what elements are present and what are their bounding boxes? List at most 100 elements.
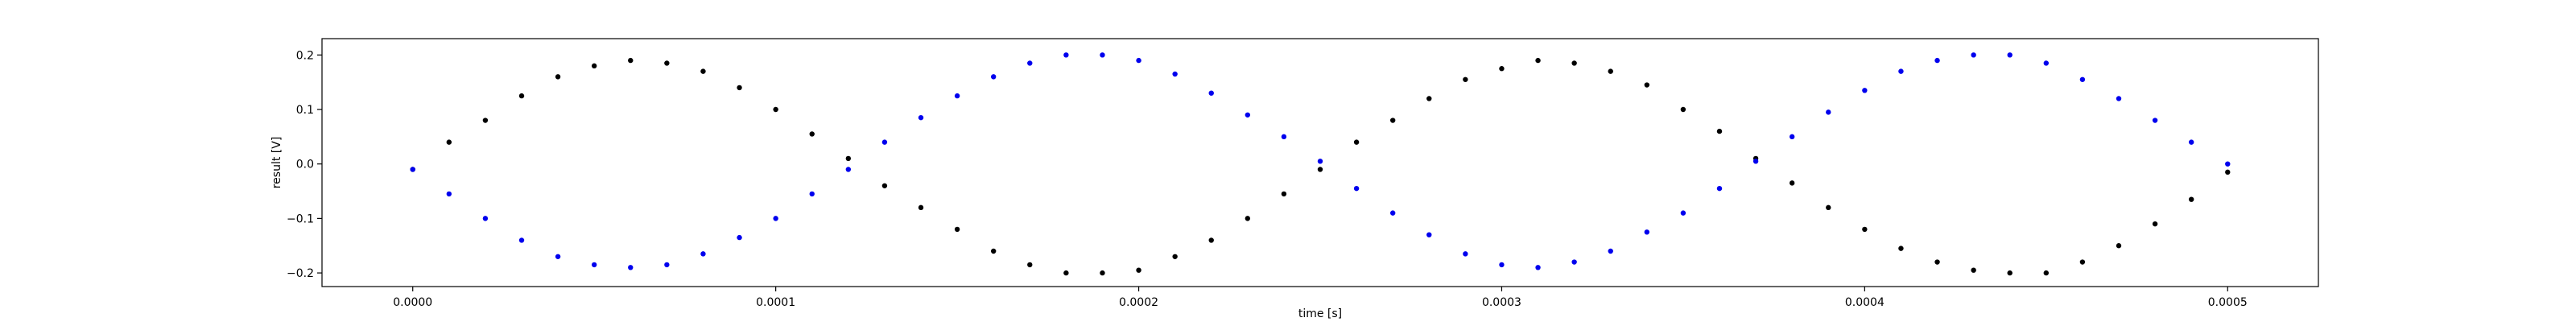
data-point [1571, 259, 1577, 265]
data-point [1716, 185, 1723, 192]
data-point [1245, 112, 1251, 118]
x-tick-label: 0.0002 [1119, 296, 1158, 309]
data-point [1208, 237, 1214, 243]
data-point [410, 167, 415, 172]
data-point [1752, 159, 1759, 164]
plot-area [410, 52, 2231, 276]
data-point [1499, 66, 1505, 72]
data-point [2007, 52, 2013, 58]
data-point [1680, 106, 1686, 113]
data-point [2188, 196, 2194, 202]
x-tick-label: 0.0000 [393, 296, 432, 309]
data-point [1826, 109, 1831, 115]
data-point [700, 68, 706, 74]
x-tick-label: 0.0004 [1845, 296, 1885, 309]
data-point [2188, 139, 2194, 145]
data-point [1172, 71, 1178, 77]
data-point [1426, 96, 1432, 101]
data-point [1281, 191, 1287, 197]
data-point [1426, 232, 1432, 237]
data-point [1208, 90, 1214, 96]
data-point [1680, 210, 1686, 216]
data-point [881, 183, 888, 188]
plot-frame [321, 38, 2319, 287]
y-tick-label: 0.2 [296, 49, 314, 62]
data-point [1317, 167, 1323, 172]
data-point [2225, 169, 2231, 175]
data-point [1100, 52, 1105, 58]
data-point [990, 248, 997, 254]
data-point [954, 226, 960, 233]
data-point [1971, 267, 1976, 273]
data-point [1971, 52, 1976, 58]
data-point [2079, 259, 2086, 265]
data-point [518, 237, 525, 243]
data-point [737, 234, 742, 241]
data-point [1608, 68, 1613, 74]
data-point [1499, 262, 1505, 268]
data-point [990, 74, 997, 80]
data-point [1826, 204, 1831, 211]
data-point [1789, 134, 1795, 140]
data-point [628, 57, 634, 64]
data-point [555, 254, 561, 259]
data-point [1027, 60, 1033, 66]
data-point [628, 265, 634, 270]
data-point [1934, 57, 1940, 64]
data-point [918, 204, 924, 211]
data-point [1535, 57, 1541, 64]
y-tick-label: 0.1 [296, 104, 314, 117]
data-point [1389, 210, 1396, 216]
data-point [591, 262, 597, 268]
y-tick-label: −0.1 [287, 213, 314, 225]
data-point [1898, 246, 1904, 251]
data-point [1644, 229, 1650, 235]
data-point [1172, 254, 1178, 259]
data-point [1136, 57, 1141, 64]
data-point [881, 139, 888, 145]
data-point [1136, 267, 1141, 273]
data-point [954, 93, 960, 99]
data-point [1063, 270, 1069, 276]
y-tick-label: −0.2 [287, 267, 314, 280]
data-point [2079, 76, 2086, 82]
data-point [737, 85, 742, 91]
data-point [773, 216, 778, 221]
data-point [1463, 76, 1468, 82]
y-axis-label: result [V] [270, 137, 283, 189]
data-point [845, 155, 852, 162]
data-point [1353, 139, 1360, 145]
data-point [2152, 221, 2158, 227]
data-point [700, 251, 706, 257]
data-point [2116, 96, 2122, 101]
data-point [555, 74, 561, 80]
data-point [809, 131, 815, 137]
data-point [518, 93, 525, 99]
data-point [1100, 270, 1105, 276]
data-point [1934, 259, 1940, 265]
data-point [1027, 262, 1033, 268]
data-point [845, 167, 852, 172]
ticks: 0.0000 0.0001 0.0002 0.0003 0.0004 0.0005 −0.2… [287, 49, 2248, 309]
x-axis-label: time [s] [1298, 307, 1342, 320]
data-point [1245, 216, 1251, 221]
x-tick-label: 0.0001 [756, 296, 795, 309]
data-point [446, 191, 452, 197]
series-1 [410, 52, 2231, 270]
data-point [2043, 60, 2050, 66]
series-0 [410, 57, 2231, 276]
y-tick-label: 0.0 [296, 159, 314, 171]
data-point [2116, 243, 2122, 249]
data-point [1716, 128, 1723, 134]
data-point [1571, 60, 1577, 66]
data-point [1353, 185, 1360, 192]
data-point [1281, 134, 1287, 140]
data-point [664, 262, 670, 268]
data-point [1063, 52, 1069, 58]
x-tick-label: 0.0003 [1482, 296, 1521, 309]
data-point [482, 216, 489, 221]
data-point [1862, 226, 1868, 233]
